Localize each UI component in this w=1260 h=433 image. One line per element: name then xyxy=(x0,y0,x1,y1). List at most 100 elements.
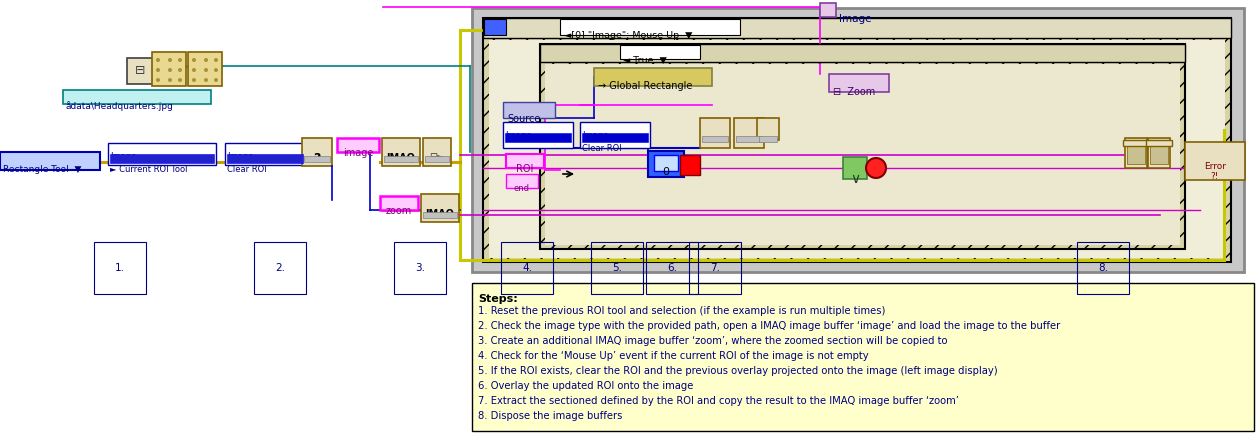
Circle shape xyxy=(204,68,208,72)
Text: ROI: ROI xyxy=(517,164,534,174)
Text: ∨: ∨ xyxy=(850,172,861,186)
Text: Clear ROI: Clear ROI xyxy=(227,165,267,174)
Bar xyxy=(759,136,777,142)
Bar xyxy=(423,212,457,218)
Text: ◄[0] "Image": Mouse Up  ▼: ◄[0] "Image": Mouse Up ▼ xyxy=(564,31,693,40)
Circle shape xyxy=(156,58,160,62)
Text: 3.: 3. xyxy=(415,263,425,273)
Bar xyxy=(735,118,764,148)
Bar xyxy=(582,133,648,142)
Circle shape xyxy=(178,68,181,72)
Text: zoom: zoom xyxy=(386,206,412,216)
Circle shape xyxy=(204,58,208,62)
Bar xyxy=(425,156,449,162)
Bar xyxy=(736,136,762,142)
Bar xyxy=(110,154,214,163)
Bar xyxy=(654,155,678,171)
Text: Image: Image xyxy=(582,131,609,140)
Bar xyxy=(381,196,418,210)
Text: ► Current ROI Tool: ► Current ROI Tool xyxy=(110,165,188,174)
Bar xyxy=(507,154,544,168)
Bar xyxy=(1123,140,1149,146)
Text: 4.: 4. xyxy=(522,263,532,273)
Bar xyxy=(227,154,302,163)
Bar xyxy=(423,138,451,166)
Text: 3. Create an additional IMAQ image buffer ‘zoom’, where the zoomed section will : 3. Create an additional IMAQ image buffe… xyxy=(478,336,948,346)
Bar xyxy=(1147,140,1172,146)
Text: ⊟: ⊟ xyxy=(135,65,145,78)
Text: 7. Extract the sectioned defined by the ROI and copy the result to the IMAQ imag: 7. Extract the sectioned defined by the … xyxy=(478,396,959,406)
Bar xyxy=(620,45,701,59)
Circle shape xyxy=(156,78,160,82)
Circle shape xyxy=(168,78,173,82)
Bar xyxy=(702,136,728,142)
Text: 6.: 6. xyxy=(667,263,677,273)
Text: end: end xyxy=(514,184,530,193)
Circle shape xyxy=(192,78,197,82)
Bar xyxy=(63,90,210,104)
Text: Steps:: Steps: xyxy=(478,294,518,304)
Bar xyxy=(421,194,459,222)
Text: 4. Check for the ‘Mouse Up’ event if the current ROI of the image is not empty: 4. Check for the ‘Mouse Up’ event if the… xyxy=(478,351,868,361)
Bar xyxy=(489,40,1225,258)
Bar xyxy=(541,44,1184,62)
Text: 5. If the ROI exists, clear the ROI and the previous overlay projected onto the : 5. If the ROI exists, clear the ROI and … xyxy=(478,366,998,376)
Bar xyxy=(820,3,835,17)
Bar xyxy=(559,19,740,35)
Circle shape xyxy=(214,78,218,82)
Text: ⊟►: ⊟► xyxy=(430,152,445,162)
Circle shape xyxy=(168,58,173,62)
Circle shape xyxy=(192,58,197,62)
Circle shape xyxy=(156,68,160,72)
Bar xyxy=(127,58,152,84)
Bar xyxy=(1125,138,1147,168)
Bar xyxy=(505,133,571,142)
Circle shape xyxy=(214,68,218,72)
Bar xyxy=(757,118,779,140)
Circle shape xyxy=(866,158,886,178)
Bar xyxy=(484,19,507,35)
Text: Image: Image xyxy=(505,131,532,140)
Bar xyxy=(304,156,330,162)
Bar xyxy=(843,157,867,179)
Bar xyxy=(1148,138,1171,168)
Text: ◄ True  ▼: ◄ True ▼ xyxy=(622,56,667,65)
Bar xyxy=(701,118,730,148)
Text: Image: Image xyxy=(227,152,253,161)
Text: image: image xyxy=(343,148,373,158)
Text: Clear ROI: Clear ROI xyxy=(582,144,621,153)
Bar xyxy=(0,152,100,170)
Text: 7.: 7. xyxy=(709,263,719,273)
Text: Image: Image xyxy=(110,152,136,161)
Circle shape xyxy=(204,78,208,82)
Text: 1.: 1. xyxy=(115,263,125,273)
Bar xyxy=(483,18,1231,38)
Circle shape xyxy=(168,68,173,72)
Text: IMAQ: IMAQ xyxy=(426,208,455,218)
Circle shape xyxy=(178,78,181,82)
Bar xyxy=(188,52,222,86)
Bar xyxy=(680,155,701,175)
Circle shape xyxy=(192,68,197,72)
Bar xyxy=(829,74,890,92)
Text: Source: Source xyxy=(507,114,541,124)
Bar xyxy=(1184,142,1245,180)
Text: 6. Overlay the updated ROI onto the image: 6. Overlay the updated ROI onto the imag… xyxy=(478,381,693,391)
Text: 2.: 2. xyxy=(275,263,285,273)
Bar xyxy=(1150,146,1168,164)
Bar xyxy=(541,44,1184,249)
Bar xyxy=(483,18,1231,262)
Text: Error
?!: Error ?! xyxy=(1205,162,1226,181)
Bar xyxy=(503,102,554,118)
Text: 5.: 5. xyxy=(612,263,622,273)
Bar xyxy=(503,122,573,148)
Text: 8.: 8. xyxy=(1097,263,1108,273)
Text: → Global Rectangle: → Global Rectangle xyxy=(598,81,693,91)
Text: 2. Check the image type with the provided path, open a IMAQ image buffer ‘image’: 2. Check the image type with the provide… xyxy=(478,321,1060,331)
Text: Rectangle Tool  ▼: Rectangle Tool ▼ xyxy=(3,165,82,174)
Bar xyxy=(580,122,650,148)
Bar xyxy=(507,174,538,188)
Bar xyxy=(108,143,215,165)
Bar xyxy=(382,138,420,166)
Bar xyxy=(1126,146,1145,164)
